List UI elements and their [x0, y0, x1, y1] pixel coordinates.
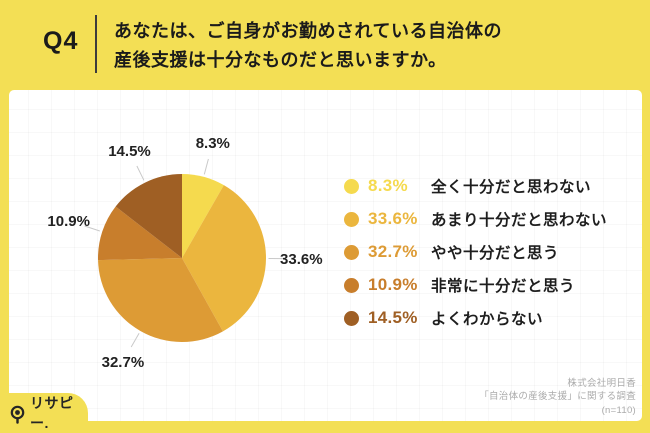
header-divider [95, 15, 97, 73]
legend: 8.3% 全く十分だと思わない 33.6% あまり十分だと思わない 32.7% やや十分だ… [344, 176, 607, 341]
legend-label: 非常に十分だと思う [431, 278, 576, 295]
chart-panel: 8.3% 33.6% 32.7% 10.9% 14.5% 8.3% 全く十分だと思わない 3… [9, 90, 642, 421]
legend-label: やや十分だと思う [431, 245, 560, 262]
legend-percent: 10.9% [368, 275, 418, 294]
legend-row-1: 8.3% 全く十分だと思わない [344, 176, 607, 196]
legend-dot-icon [344, 310, 359, 326]
legend-dot-icon [344, 277, 359, 293]
pie-slice-1 [182, 174, 224, 258]
pie-slice-3 [98, 258, 223, 342]
question-number: Q4 [43, 27, 79, 55]
legend-row-2: 33.6% あまり十分だと思わない [344, 209, 607, 229]
pie-chart: 8.3% 33.6% 32.7% 10.9% 14.5% [47, 135, 323, 371]
logo-text: リサピー. [30, 395, 74, 431]
legend-percent: 33.6% [368, 209, 418, 228]
legend-row-4: 10.9% 非常に十分だと思う [344, 275, 607, 295]
pie-value-label-5: 14.5% [108, 143, 151, 160]
legend-percent: 32.7% [368, 242, 418, 261]
question-text: あなたは、ご自身がお勤めされている自治体の 産後支援は十分なものだと思いますか。 [114, 17, 502, 75]
legend-row-5: 14.5% よくわからない [344, 308, 607, 328]
legend-percent: 8.3% [368, 176, 408, 195]
pie-value-label-2: 33.6% [280, 251, 323, 268]
question-line-2: 産後支援は十分なものだと思いますか。 [114, 50, 447, 70]
legend-label: よくわからない [431, 311, 544, 328]
magnifier-icon [10, 405, 25, 424]
source-sample-size: (n=110) [601, 404, 636, 416]
legend-label: 全く十分だと思わない [431, 179, 592, 196]
legend-percent: 14.5% [368, 308, 418, 327]
pie-value-label-1: 8.3% [196, 135, 230, 152]
pie-slice-2 [182, 185, 266, 332]
pie-value-label-3: 32.7% [102, 354, 145, 371]
source-note: 株式会社明日香 「自治体の産後支援」に関する調査 (n=110) [479, 377, 636, 418]
pie-slice-5 [115, 174, 182, 258]
leader-line-4 [84, 225, 100, 232]
leader-line-1 [203, 158, 209, 175]
leader-line-3 [130, 332, 140, 348]
legend-dot-icon [344, 244, 359, 260]
source-survey-title: 「自治体の産後支援」に関する調査 [479, 391, 636, 402]
leader-line-5 [136, 165, 145, 181]
legend-label: あまり十分だと思わない [431, 212, 608, 229]
question-line-1: あなたは、ご自身がお勤めされている自治体の [114, 21, 502, 41]
source-company: 株式会社明日香 [567, 377, 636, 389]
pie-slice-4 [98, 206, 182, 261]
legend-dot-icon [344, 178, 359, 194]
logo: リサピー. [0, 393, 88, 433]
legend-row-3: 32.7% やや十分だと思う [344, 242, 607, 262]
pie-value-label-4: 10.9% [47, 213, 90, 230]
legend-dot-icon [344, 211, 359, 227]
